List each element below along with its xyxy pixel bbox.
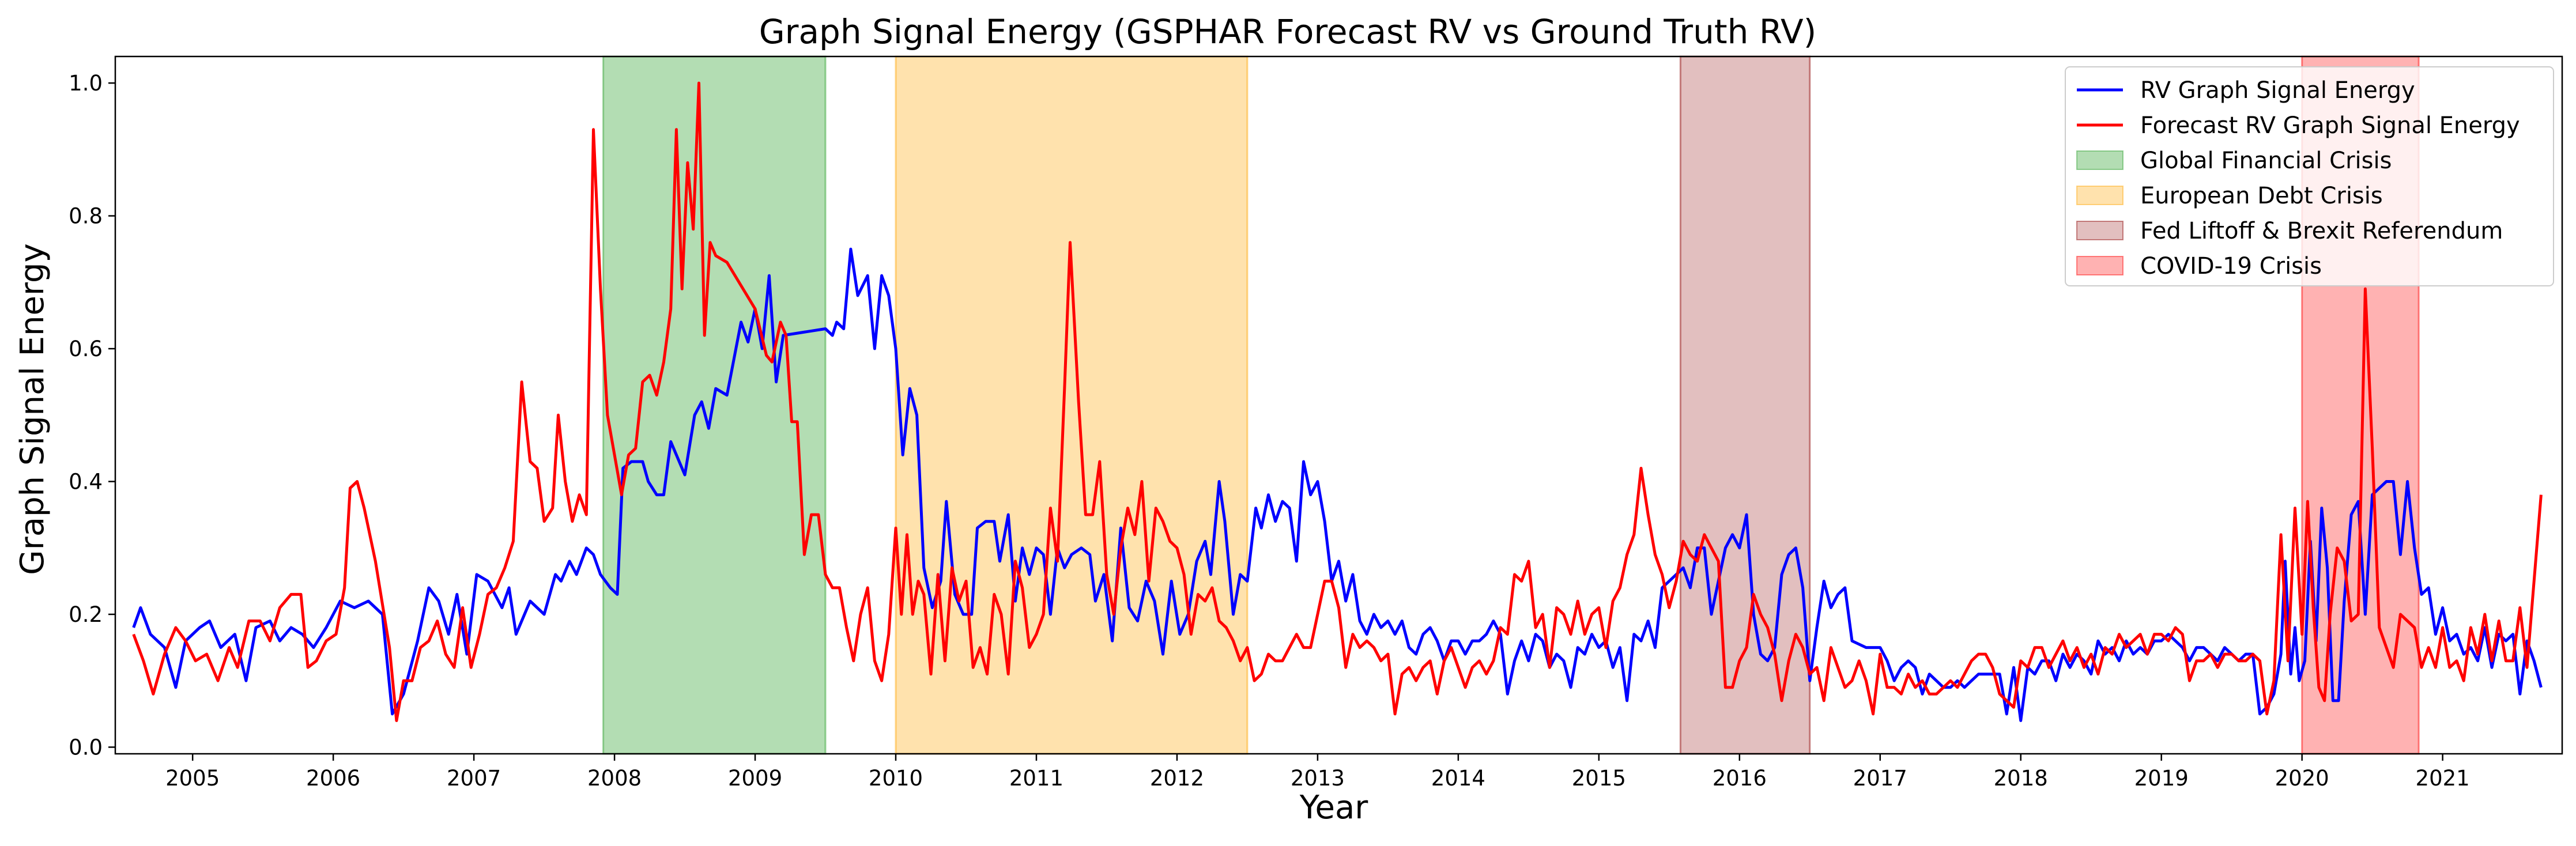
legend-box	[2065, 66, 2554, 286]
legend-label-forecast-rv-graph-signal-energy: Forecast RV Graph Signal Energy	[2140, 112, 2520, 139]
shaded-region-global-financial-crisis	[602, 55, 827, 755]
x-tick-label: 2011	[1009, 766, 1063, 791]
x-tick-label: 2010	[869, 766, 923, 791]
x-axis-ticks: 2005 2006 2007 2008 2009 2010 2011 2012 2013 2014…	[165, 754, 2470, 791]
legend-swatch-global-financial-crisis	[2076, 150, 2124, 170]
x-tick-label: 2012	[1150, 766, 1204, 791]
y-axis-ticks: 0.0 0.2 0.4 0.6 0.8 1.0	[69, 71, 115, 760]
x-tick-label: 2020	[2275, 766, 2329, 791]
x-tick-label: 2008	[587, 766, 642, 791]
y-tick-label: 0.0	[69, 735, 103, 760]
legend-swatch-covid-19-crisis	[2076, 256, 2124, 275]
series-line-forecast-rv-graph-signal-energy	[132, 81, 2543, 722]
y-tick-label: 1.0	[69, 71, 103, 96]
legend-label-global-financial-crisis: Global Financial Crisis	[2140, 148, 2392, 174]
legend-label-european-debt-crisis: European Debt Crisis	[2140, 183, 2383, 209]
legend-label-rv-graph-signal-energy: RV Graph Signal Energy	[2140, 77, 2415, 104]
plot-frame	[114, 55, 2563, 755]
series-line-rv-graph-signal-energy	[132, 247, 2543, 722]
legend-swatch-fed-liftoff-brexit-referendum	[2076, 221, 2124, 240]
x-tick-label: 2016	[1713, 766, 1767, 791]
series-lines	[132, 81, 2543, 722]
x-tick-label: 2009	[728, 766, 782, 791]
x-tick-label: 2014	[1431, 766, 1485, 791]
y-tick-label: 0.8	[69, 204, 103, 229]
x-tick-label: 2006	[306, 766, 360, 791]
x-axis-label: Year	[1299, 789, 1369, 826]
x-tick-label: 2018	[1994, 766, 2048, 791]
x-tick-label: 2019	[2134, 766, 2189, 791]
legend-swatch-european-debt-crisis	[2076, 186, 2124, 205]
x-tick-label: 2005	[165, 766, 220, 791]
legend: RV Graph Signal Energy Forecast RV Graph …	[2065, 66, 2554, 286]
x-tick-label: 2017	[1853, 766, 1907, 791]
legend-label-fed-liftoff-brexit-referendum: Fed Liftoff & Brexit Referendum	[2140, 218, 2503, 244]
y-tick-label: 0.4	[69, 470, 103, 494]
x-tick-label: 2007	[447, 766, 501, 791]
x-tick-label: 2021	[2416, 766, 2470, 791]
y-axis-label: Graph Signal Energy	[14, 243, 51, 575]
shaded-region-european-debt-crisis	[895, 55, 1249, 755]
x-tick-label: 2013	[1291, 766, 1345, 791]
chart-title: Graph Signal Energy (GSPHAR Forecast RV …	[759, 12, 1817, 51]
y-tick-label: 0.6	[69, 337, 103, 361]
x-tick-label: 2015	[1572, 766, 1626, 791]
y-tick-label: 0.2	[69, 602, 103, 627]
shaded-regions	[602, 55, 2420, 755]
legend-label-covid-19-crisis: COVID-19 Crisis	[2140, 253, 2322, 280]
